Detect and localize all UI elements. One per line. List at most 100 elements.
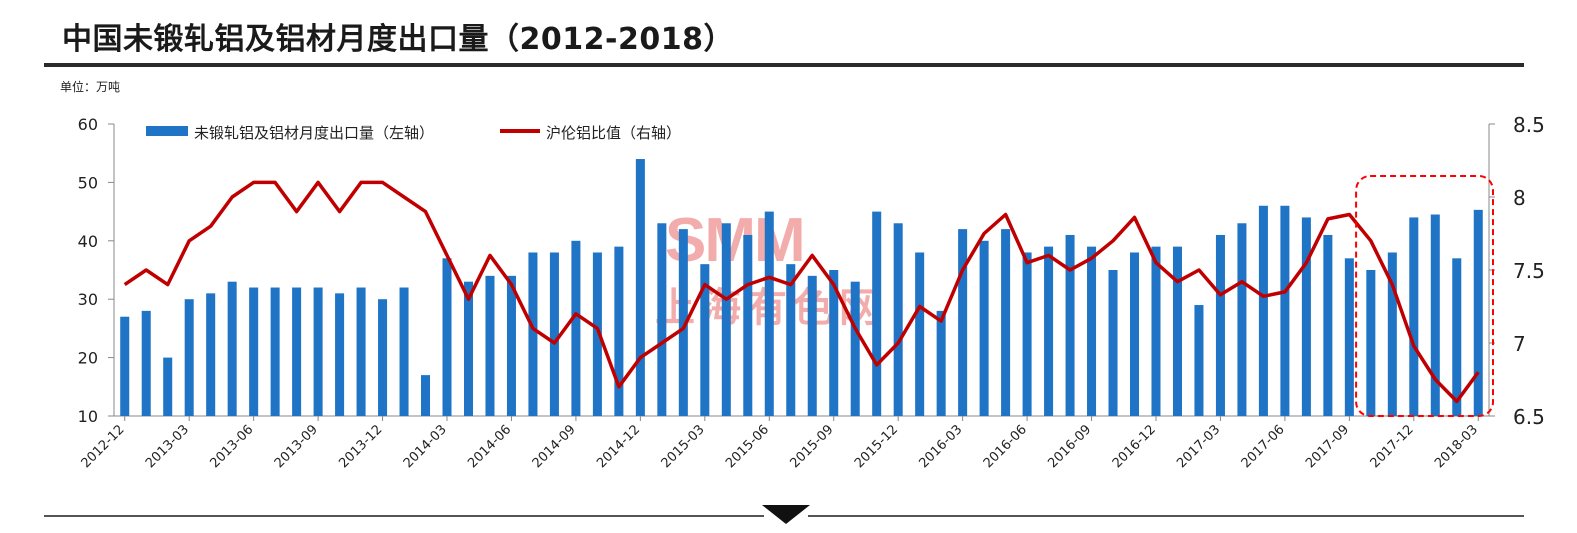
x-tick-label: 2014-06 — [465, 422, 514, 471]
bar — [271, 288, 280, 416]
x-tick-label: 2017-09 — [1303, 422, 1352, 471]
x-tick-label: 2017-12 — [1368, 422, 1417, 471]
bar — [614, 247, 623, 416]
bar — [1409, 217, 1418, 416]
bar — [636, 159, 645, 416]
x-tick-label: 2016-09 — [1045, 422, 1094, 471]
bar — [464, 282, 473, 416]
bar — [485, 276, 494, 416]
bar — [357, 288, 366, 416]
x-tick-label: 2014-12 — [594, 422, 643, 471]
left-tick-label: 50 — [78, 173, 98, 192]
bar — [185, 299, 194, 416]
bar — [421, 375, 430, 416]
bar — [894, 223, 903, 416]
bar — [1366, 270, 1375, 416]
left-tick-label: 20 — [78, 349, 98, 368]
left-tick-label: 60 — [78, 115, 98, 134]
x-tick-label: 2015-06 — [723, 422, 772, 471]
bottom-rule-left — [44, 515, 764, 517]
bar — [442, 258, 451, 416]
bar — [1237, 223, 1246, 416]
bar — [206, 293, 215, 416]
bar — [163, 358, 172, 416]
bar — [142, 311, 151, 416]
bar — [1044, 247, 1053, 416]
x-tick-label: 2013-06 — [207, 422, 256, 471]
bar — [937, 311, 946, 416]
bar — [1151, 247, 1160, 416]
bar — [314, 288, 323, 416]
bar — [1302, 217, 1311, 416]
right-tick-label: 7.5 — [1513, 259, 1545, 283]
bar — [1431, 215, 1440, 416]
x-tick-label: 2017-03 — [1174, 422, 1223, 471]
bar — [249, 288, 258, 416]
bar — [550, 252, 559, 416]
bar — [958, 229, 967, 416]
x-tick-label: 2018-03 — [1432, 422, 1481, 471]
ratio-line — [125, 182, 1479, 401]
bar — [743, 235, 752, 416]
bar — [228, 282, 237, 416]
x-tick-label: 2013-09 — [272, 422, 321, 471]
bar — [786, 264, 795, 416]
right-tick-label: 8 — [1513, 186, 1526, 210]
chart-svg: 60 50 40 30 20 10 8.5 8 7.5 7 6.5 2012-12 2013-03 201… — [0, 0, 1577, 533]
bar — [980, 241, 989, 416]
bar — [1194, 305, 1203, 416]
bar — [1001, 229, 1010, 416]
bar — [851, 282, 860, 416]
left-tick-label: 10 — [78, 407, 98, 426]
legend-bar-swatch — [146, 126, 188, 136]
bar — [507, 276, 516, 416]
legend-line-label: 沪伦铝比值（右轴） — [546, 124, 681, 142]
x-tick-label: 2015-12 — [852, 422, 901, 471]
bar — [1345, 258, 1354, 416]
bar — [1109, 270, 1118, 416]
bar — [915, 252, 924, 416]
bar — [1173, 247, 1182, 416]
bar — [808, 276, 817, 416]
x-tick-label: 2014-09 — [530, 422, 579, 471]
x-tick-label: 2013-12 — [336, 422, 385, 471]
bar — [1259, 206, 1268, 416]
bar — [292, 288, 301, 416]
x-tick-label: 2017-06 — [1239, 422, 1288, 471]
bar — [722, 223, 731, 416]
bar — [657, 223, 666, 416]
bar — [1087, 247, 1096, 416]
bar — [1130, 252, 1139, 416]
bar — [1216, 235, 1225, 416]
right-tick-label: 8.5 — [1513, 113, 1545, 137]
bar — [1452, 258, 1461, 416]
bar — [378, 299, 387, 416]
bar — [1023, 252, 1032, 416]
bar — [400, 288, 409, 416]
left-tick-label: 30 — [78, 290, 98, 309]
bar — [1066, 235, 1075, 416]
x-tick-label: 2016-12 — [1110, 422, 1159, 471]
x-tick-label: 2012-12 — [79, 422, 128, 471]
down-arrow-icon — [762, 505, 810, 524]
x-tick-label: 2016-03 — [916, 422, 965, 471]
x-tick-label: 2014-03 — [401, 422, 450, 471]
bar — [571, 241, 580, 416]
bar — [335, 293, 344, 416]
right-tick-label: 7 — [1513, 332, 1526, 356]
x-tick-label: 2013-03 — [143, 422, 192, 471]
bar — [1280, 206, 1289, 416]
bar — [120, 317, 129, 416]
x-tick-label: 2015-09 — [788, 422, 837, 471]
bar — [765, 212, 774, 416]
bar — [1323, 235, 1332, 416]
bottom-rule-right — [808, 515, 1524, 517]
left-tick-label: 40 — [78, 232, 98, 251]
x-tick-label: 2015-03 — [659, 422, 708, 471]
bar — [528, 252, 537, 416]
legend-bar-label: 未锻轧铝及铝材月度出口量（左轴） — [194, 124, 434, 142]
x-tick-label: 2016-06 — [981, 422, 1030, 471]
right-tick-label: 6.5 — [1513, 405, 1545, 429]
bar — [872, 212, 881, 416]
bar — [1474, 210, 1483, 416]
